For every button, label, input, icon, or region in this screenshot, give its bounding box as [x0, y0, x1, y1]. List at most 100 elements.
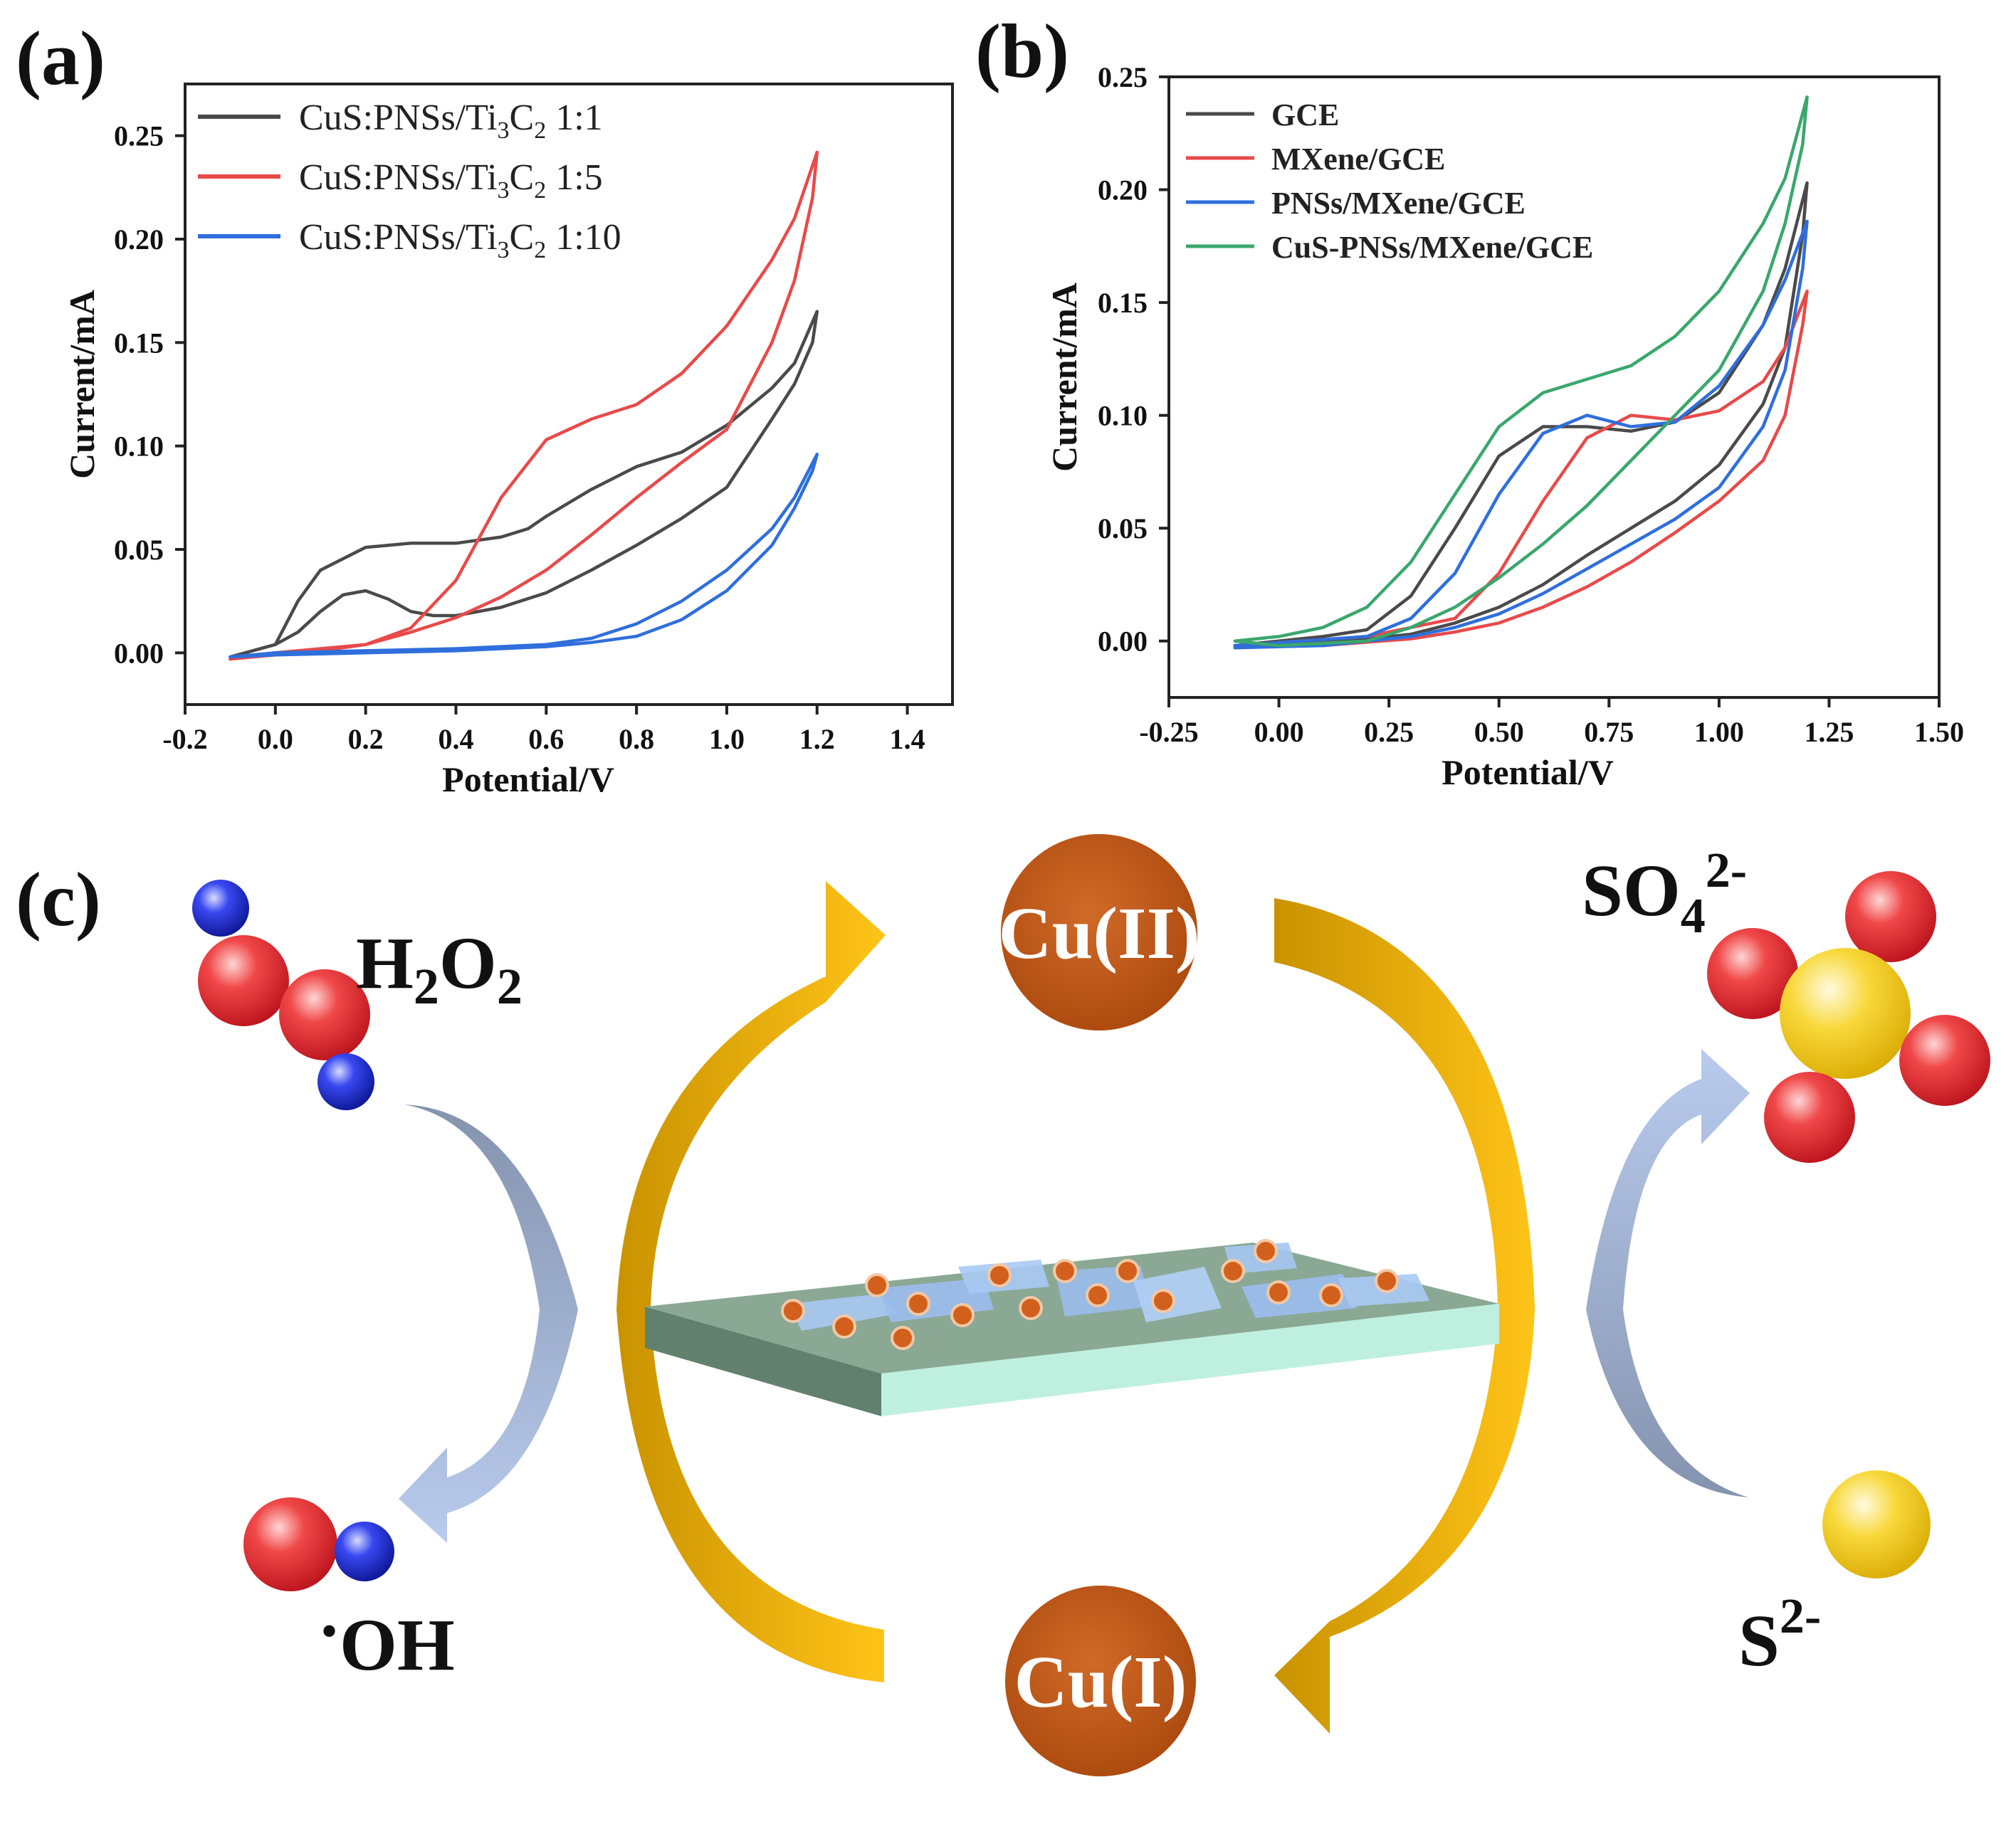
chart-a-x-tick-label: 0.6: [528, 723, 564, 755]
legend-item-b-4: CuS-PNSs/MXene/GCE: [1186, 230, 1593, 265]
cus-particle: [1019, 1296, 1043, 1320]
chart-a-y-tick-label: 0.10: [114, 431, 164, 463]
panel-label-a: (a): [16, 16, 105, 101]
chart-b-series-line-1: [1233, 181, 1809, 648]
electrode-slab: [645, 1239, 1499, 1416]
oh-radical: [243, 1497, 394, 1591]
chart-b-x-tick-label: -0.25: [1139, 716, 1198, 748]
cus-particle: [832, 1314, 856, 1339]
chart-a-y-tick-label: 0.00: [114, 637, 164, 669]
chart-a-plot-frame: [184, 83, 954, 706]
chart-a-y-tick-label: 0.15: [114, 327, 164, 359]
chart-b-y-axis-title: Current/mA: [1044, 283, 1084, 472]
chart-b-series-line-2: [1233, 289, 1809, 648]
chart-b-y-tick-label: 0.00: [1098, 626, 1148, 658]
chart-b-y-tick-label: 0.15: [1098, 287, 1148, 319]
cu1-circle: [1005, 1586, 1196, 1776]
chart-b-x-tick-label: 0.75: [1584, 716, 1634, 748]
so4-oxygen-left: [1707, 928, 1798, 1019]
chart-a-ticks: -0.2 0.0 0.2 0.4 0.6 0.8 1.0 1.2 1.4 0.00 0.05 0.10…: [114, 120, 925, 755]
chart-b-x-tick-label: 0.25: [1364, 716, 1414, 748]
cus-particle: [781, 1299, 805, 1323]
chart-a-x-tick-label: 0.0: [258, 723, 293, 755]
chart-b-series: [1233, 95, 1809, 650]
chart-a-series-line-3: [229, 453, 819, 659]
h2o2-label: H2O2: [356, 922, 523, 1015]
so4-oxygen-right: [1899, 1015, 1990, 1106]
chart-a-series: [229, 150, 819, 661]
chart-b-y-tick-label: 0.05: [1098, 512, 1148, 544]
chart-b-plot-frame: [1167, 75, 1941, 699]
legend-item-a-1: CuS:PNSs/Ti3C2 1:1: [198, 97, 603, 144]
chart-b-series-line-3: [1233, 219, 1809, 650]
chart-b-legend: GCE MXene/GCE PNSs/MXene/GCE CuS-PNSs/MX…: [1186, 97, 1593, 265]
gold-arrow-right-down-body: [1274, 898, 1535, 1734]
chart-b-x-tick-label: 0.00: [1254, 716, 1304, 748]
chart-b-x-tick-label: 0.50: [1474, 716, 1524, 748]
gold-arrow-left-up-body: [616, 881, 886, 1682]
chart-b-x-axis-title: Potential/V: [1442, 752, 1614, 792]
cus-particle: [950, 1303, 975, 1327]
so4-oxygen-bottom: [1764, 1072, 1855, 1163]
so4-molecule: [1707, 871, 1990, 1163]
h2o2-oxygen-2: [279, 969, 370, 1060]
cus-particle: [891, 1326, 915, 1350]
electrode-front-face: [881, 1304, 1499, 1416]
chart-b-x-tick-label: 1.25: [1804, 716, 1854, 748]
legend-item-b-1: GCE: [1186, 97, 1339, 132]
legend-label-b-4: CuS-PNSs/MXene/GCE: [1271, 230, 1593, 265]
legend-item-b-2: MXene/GCE: [1186, 142, 1445, 176]
reaction-scheme: H2O2 •OH SO42- S2- Cu(II) Cu(I): [192, 834, 1990, 1776]
legend-label-a-2: CuS:PNSs/Ti3C2 1:5: [299, 157, 603, 204]
h2o2-hydrogen-1: [192, 880, 249, 937]
legend-label-a-1: CuS:PNSs/Ti3C2 1:1: [299, 97, 603, 144]
cu1-label: Cu(I): [1014, 1641, 1187, 1723]
cus-particle: [1221, 1259, 1245, 1283]
cus-particles: [781, 1239, 1399, 1350]
chart-a-x-tick-label: 0.4: [438, 723, 473, 755]
oh-label: •OH: [322, 1604, 455, 1686]
chart-a-x-tick-label: 0.8: [619, 723, 654, 755]
chart-a-y-tick-label: 0.25: [114, 120, 164, 152]
cus-particle: [1115, 1259, 1140, 1283]
cus-particle: [865, 1273, 889, 1297]
electrode-side-face: [645, 1307, 881, 1416]
chart-a-x-axis-title: Potential/V: [442, 759, 614, 799]
legend-label-b-3: PNSs/MXene/GCE: [1271, 186, 1526, 221]
cus-particle: [1266, 1280, 1291, 1304]
chart-a-series-line-1: [229, 310, 819, 659]
chart-a-x-tick-label: -0.2: [162, 723, 207, 755]
chart-a-legend: CuS:PNSs/Ti3C2 1:1 CuS:PNSs/Ti3C2 1:5 Cu…: [198, 97, 621, 263]
cus-particle: [1151, 1289, 1175, 1313]
chart-b-series-line-4: [1233, 95, 1809, 648]
h2o2-molecule: [192, 880, 374, 1110]
chart-b-y-tick-label: 0.10: [1098, 400, 1148, 432]
so4-label: SO42-: [1582, 843, 1747, 944]
chart-a-y-tick-label: 0.20: [114, 223, 164, 255]
chart-b-y-tick-label: 0.25: [1098, 61, 1148, 93]
chart-a-x-tick-label: 1.0: [709, 723, 745, 755]
cus-particle: [1086, 1283, 1110, 1307]
so4-sulfur: [1780, 948, 1911, 1079]
chart-b: -0.25 0.00 0.25 0.50 0.75 1.00 1.25 1.50 0.00 0.0…: [1044, 61, 1964, 792]
cu2-circle: [1001, 834, 1197, 1031]
legend-item-a-2: CuS:PNSs/Ti3C2 1:5: [198, 157, 603, 204]
cus-particle: [1375, 1269, 1399, 1293]
cus-particle: [1053, 1259, 1077, 1283]
cus-particle: [1254, 1239, 1278, 1263]
left-blue-arrow: [399, 1065, 578, 1543]
legend-label-b-2: MXene/GCE: [1271, 142, 1445, 176]
so4-oxygen-top: [1845, 871, 1936, 962]
oh-hydrogen: [335, 1522, 394, 1581]
cus-particle: [987, 1263, 1012, 1287]
chart-b-x-tick-label: 1.00: [1694, 716, 1744, 748]
chart-b-x-tick-label: 1.50: [1914, 716, 1964, 748]
legend-label-b-1: GCE: [1271, 97, 1339, 132]
chart-a-series-line-2: [229, 150, 819, 661]
right-blue-arrow: [1586, 1049, 1750, 1537]
chart-a-y-tick-label: 0.05: [114, 534, 164, 566]
chart-b-ticks: -0.25 0.00 0.25 0.50 0.75 1.00 1.25 1.50 0.00 0.0…: [1098, 61, 1964, 748]
legend-item-a-3: CuS:PNSs/Ti3C2 1:10: [198, 217, 621, 263]
cus-particle: [906, 1292, 930, 1316]
